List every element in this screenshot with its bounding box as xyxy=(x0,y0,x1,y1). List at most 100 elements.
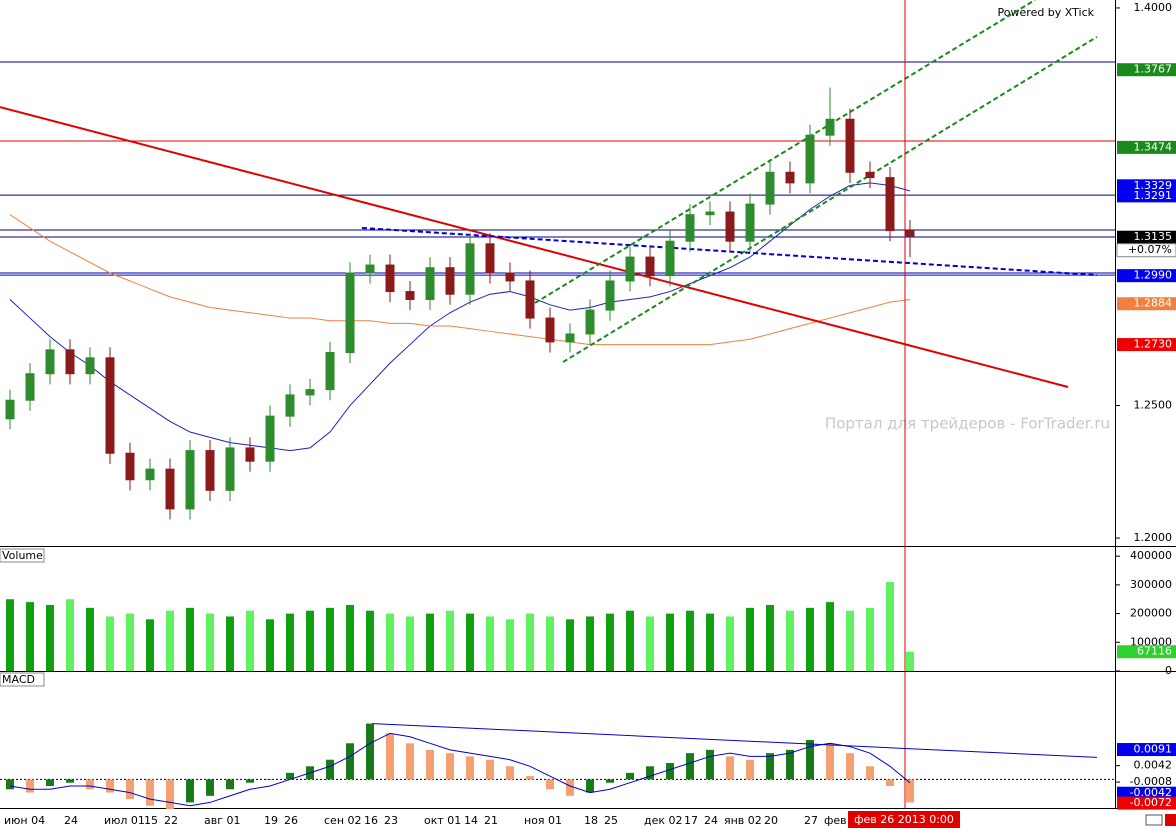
candle-body xyxy=(425,267,435,301)
cursor-label: фев 26 2013 0:00 xyxy=(854,813,954,826)
value-tag-label: 1.2730 xyxy=(1134,338,1173,351)
volume-bar xyxy=(6,599,14,671)
macd-bar xyxy=(406,743,414,780)
volume-bar xyxy=(586,616,594,671)
y-tick-label: 400000 xyxy=(1130,549,1172,562)
macd-bar xyxy=(846,753,854,780)
trend-line xyxy=(534,0,1036,304)
macd-bar xyxy=(746,759,754,780)
watermark: Powered by XTick xyxy=(998,6,1095,19)
candle-body xyxy=(785,171,795,184)
macd-bar xyxy=(366,723,374,780)
volume-bar xyxy=(266,619,274,671)
volume-bar xyxy=(786,610,794,671)
panel-title: MACD xyxy=(2,673,35,686)
annotation: Портал для трейдеров - ForTrader.ru xyxy=(825,415,1110,433)
y-tick-label: 0 xyxy=(1165,664,1172,677)
volume-bar xyxy=(426,613,434,671)
x-tick-label: июн 04 xyxy=(4,814,45,827)
x-tick-label: 25 xyxy=(604,814,618,827)
candle-body xyxy=(225,447,235,491)
value-tag xyxy=(1117,140,1176,154)
volume-bar xyxy=(826,602,834,671)
candle-body xyxy=(685,214,695,242)
candle-body xyxy=(25,373,35,401)
macd-bar xyxy=(86,779,94,790)
x-tick-label: сен 02 xyxy=(324,814,362,827)
x-tick-label: 27 xyxy=(804,814,818,827)
value-tag-label: 1.3474 xyxy=(1134,140,1173,153)
icon[interactable] xyxy=(1165,814,1176,826)
volume-bar xyxy=(686,610,694,671)
candle-body xyxy=(145,468,155,481)
candle-body xyxy=(285,394,295,417)
y-tick-label: 1.2000 xyxy=(1134,531,1173,544)
change-box xyxy=(1116,243,1176,258)
macd-bar xyxy=(6,779,14,790)
macd-bar xyxy=(446,753,454,780)
panel-title-box xyxy=(0,672,45,687)
candle-body xyxy=(265,415,275,462)
macd-bar xyxy=(666,763,674,780)
candle-body xyxy=(465,243,475,295)
cursor-label-box xyxy=(848,811,960,828)
y-tick-label: 0.0042 xyxy=(1134,759,1173,772)
candle-body xyxy=(665,240,675,277)
candle-body xyxy=(65,349,75,375)
x-tick-label: 22 xyxy=(164,814,178,827)
macd-bar xyxy=(626,772,634,780)
trend-line xyxy=(0,106,1069,388)
candle-body xyxy=(245,447,255,462)
value-tag xyxy=(1117,230,1176,244)
value-tag xyxy=(1117,63,1176,77)
trend-line xyxy=(562,35,1098,363)
y-tick-label: 200000 xyxy=(1130,607,1172,620)
x-tick-label: дек 02 xyxy=(644,814,683,827)
macd-bar xyxy=(66,779,74,783)
x-tick-label: июл 01 xyxy=(104,814,145,827)
x-tick-label: окт 01 xyxy=(424,814,461,827)
candle-body xyxy=(45,349,55,375)
x-tick-label: 21 xyxy=(484,814,498,827)
macd-bar xyxy=(906,779,914,803)
candle-body xyxy=(485,243,495,274)
macd-bar xyxy=(26,779,34,793)
value-tag-label: 1.2884 xyxy=(1134,297,1173,310)
value-tag-label: -0.0042 xyxy=(1130,786,1172,799)
candle-body xyxy=(5,399,15,420)
candle-body xyxy=(645,256,655,277)
candle-body xyxy=(805,134,815,184)
value-tag xyxy=(1117,269,1176,283)
volume-bar xyxy=(106,616,114,671)
change-label: +0.07% xyxy=(1128,243,1172,256)
trend-line xyxy=(371,723,1098,758)
macd-bar xyxy=(706,749,714,780)
macd-bar xyxy=(786,749,794,780)
candle-body xyxy=(125,452,135,481)
macd-bar xyxy=(486,759,494,780)
volume-bar xyxy=(666,613,674,671)
candle-body xyxy=(105,357,115,454)
macd-bar xyxy=(866,766,874,780)
y-tick-label: 1.4000 xyxy=(1134,1,1173,14)
candle-body xyxy=(605,280,615,311)
candle-body xyxy=(885,177,895,232)
candle-body xyxy=(845,118,855,173)
volume-bar xyxy=(326,607,334,671)
macd-bar xyxy=(166,779,174,809)
x-tick-label: 24 xyxy=(704,814,718,827)
toolbar-icons[interactable] xyxy=(1145,814,1176,826)
volume-bar xyxy=(706,613,714,671)
x-tick-label: 20 xyxy=(764,814,778,827)
candle-body xyxy=(305,389,315,396)
macd-bar xyxy=(226,779,234,790)
y-tick-label: 300000 xyxy=(1130,578,1172,591)
icon[interactable] xyxy=(1145,814,1163,826)
candle-body xyxy=(725,211,735,242)
candle-body xyxy=(825,118,835,136)
x-tick-label: янв 02 xyxy=(724,814,762,827)
value-tag-label: 0.0091 xyxy=(1134,743,1173,756)
volume-bar xyxy=(206,613,214,671)
